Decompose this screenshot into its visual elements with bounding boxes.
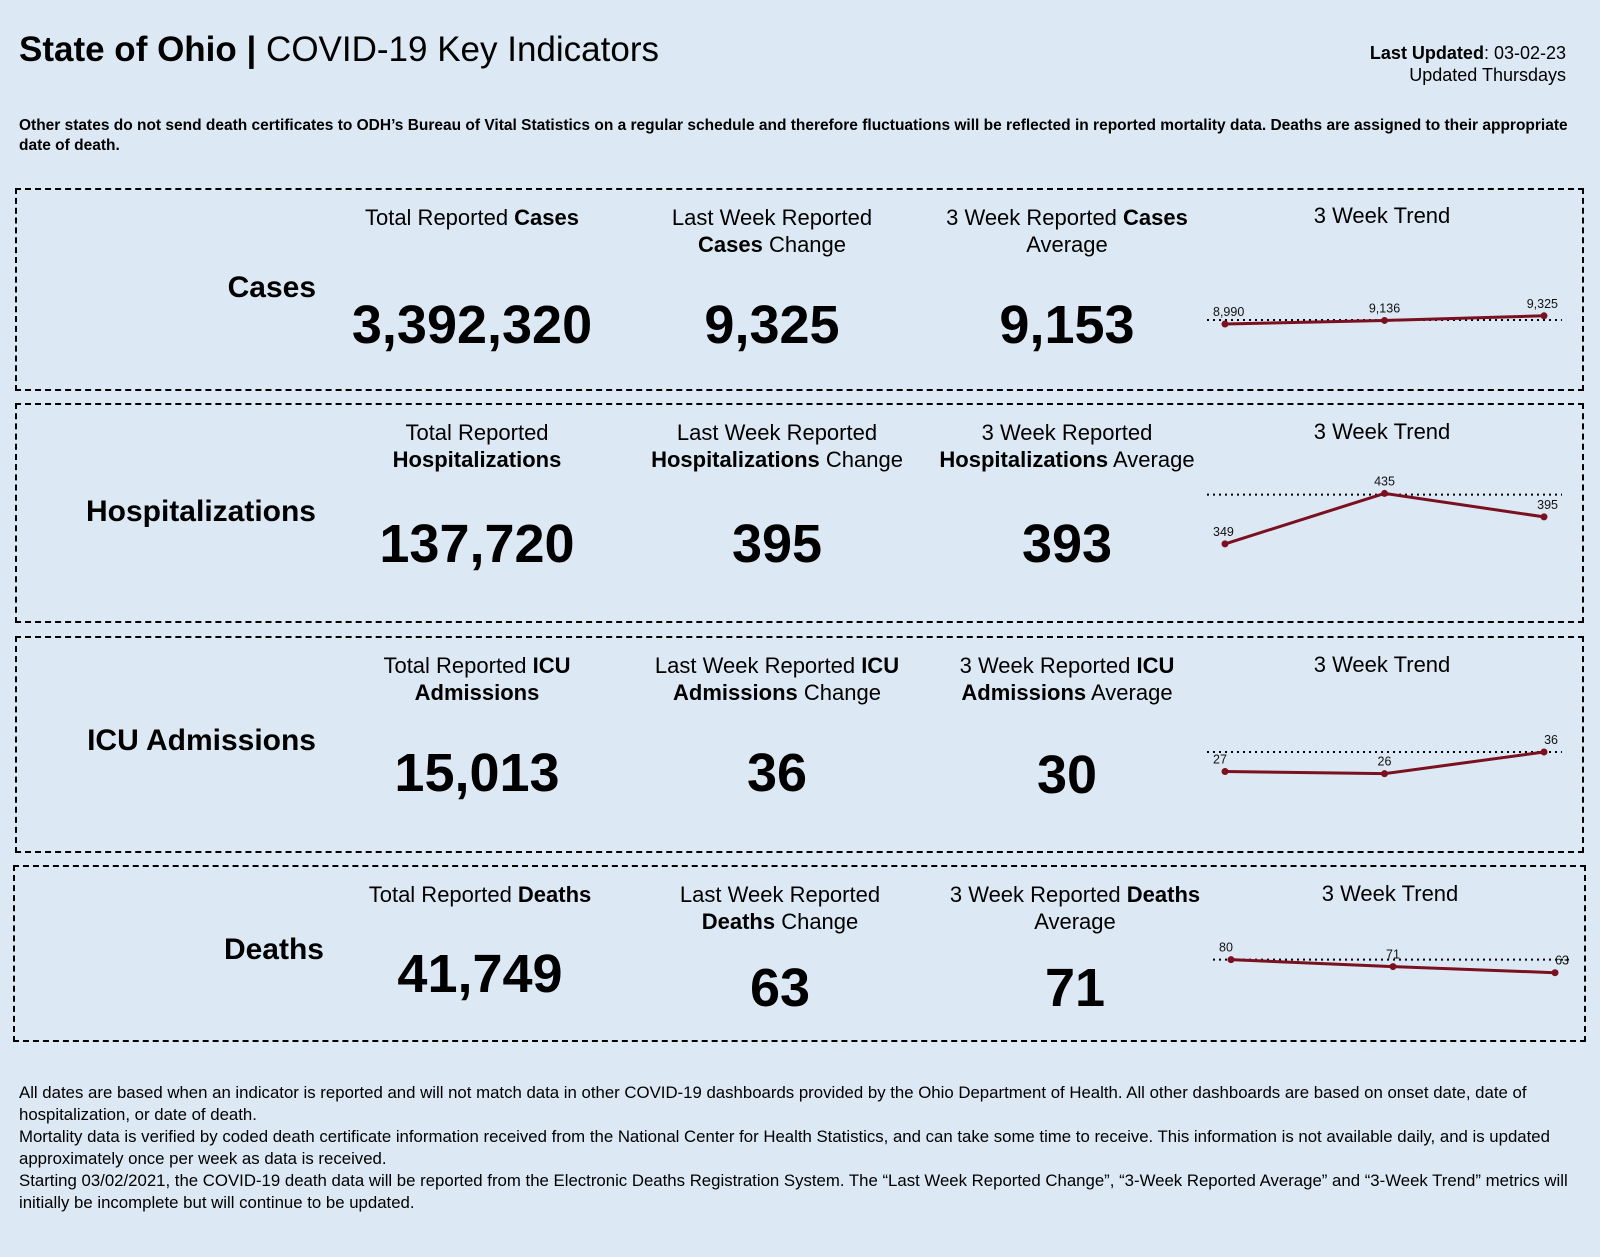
cases-row-label: Cases (227, 271, 316, 304)
deaths-change-value: 63 (749, 958, 811, 1018)
last-updated: Last Updated: 03-02-23 Updated Thursdays (1370, 42, 1566, 86)
cases-trend-chart: 8,990 9,136 9,325 (1207, 240, 1562, 383)
hospitalizations-change-value: 395 (731, 514, 823, 574)
icu-trend-svg: 27 26 36 (1207, 733, 1562, 778)
icu-total-header: Total Reported ICU Admissions (383, 653, 571, 705)
hosp-point-3 (1540, 513, 1548, 521)
deaths-trend-header: 3 Week Trend (1321, 881, 1459, 906)
hospitalizations-panel: Hospitalizations Total Reported Hospital… (15, 403, 1584, 623)
last-updated-value: : 03-02-23 (1483, 43, 1566, 63)
hospitalizations-total-header: Total Reported Hospitalizations (392, 420, 562, 472)
footer-note-1: All dates are based when an indicator is… (19, 1083, 1527, 1124)
hospitalizations-row-label: Hospitalizations (85, 495, 316, 528)
icu-row-label: ICU Admissions (87, 724, 316, 757)
cases-total-header: Total Reported Cases (364, 205, 580, 230)
hosp-series-line (1224, 491, 1545, 546)
header: State of Ohio | COVID-19 Key Indicators … (19, 28, 1579, 98)
update-schedule: Updated Thursdays (1409, 65, 1566, 85)
hospitalizations-change-header: Last Week Reported Hospitalizations Chan… (651, 420, 903, 472)
title-separator: | (246, 30, 257, 69)
deaths-label-3: 63 (1555, 954, 1569, 968)
footer-note-2: Mortality data is verified by coded deat… (19, 1127, 1550, 1168)
icu-panel: ICU Admissions Total Reported ICU Admiss… (15, 636, 1584, 853)
cases-label-1: 8,990 (1213, 305, 1244, 319)
deaths-point-3 (1551, 969, 1559, 977)
icu-total-value: 15,013 (394, 743, 560, 803)
cases-point-2 (1381, 316, 1388, 324)
deaths-point-2 (1389, 963, 1397, 971)
deaths-point-1 (1227, 956, 1235, 964)
hosp-point-2 (1381, 489, 1388, 497)
deaths-label-1: 80 (1219, 941, 1233, 955)
page-title: State of Ohio | COVID-19 Key Indicators (19, 28, 1579, 72)
cases-average-header: 3 Week Reported Cases Average (946, 205, 1188, 257)
deaths-label-2: 71 (1386, 948, 1400, 962)
hospitalizations-trend-svg: 349 435 395 (1207, 474, 1562, 548)
icu-trend-chart: 27 26 36 (1207, 690, 1562, 840)
cases-trend-header: 3 Week Trend (1313, 203, 1451, 228)
hosp-label-3: 395 (1537, 498, 1558, 512)
deaths-total-value: 41,749 (397, 944, 563, 1004)
cases-trend-svg: 8,990 9,136 9,325 (1207, 297, 1562, 328)
icu-average-header: 3 Week Reported ICU Admissions Average (959, 653, 1175, 705)
deaths-trend-svg: 80 71 63 (1213, 941, 1573, 977)
title-state: State of Ohio (19, 30, 237, 69)
cases-label-2: 9,136 (1369, 301, 1400, 315)
icu-label-1: 27 (1213, 753, 1227, 767)
footer-notes: All dates are based when an indicator is… (19, 1082, 1584, 1214)
hospitalizations-trend-chart: 349 435 395 (1207, 457, 1562, 612)
last-updated-label: Last Updated (1369, 43, 1484, 63)
hospitalizations-total-value: 137,720 (379, 514, 575, 574)
icu-point-2 (1381, 770, 1388, 778)
cases-panel: Cases Total Reported Cases 3,392,320 Las… (15, 188, 1584, 391)
cases-change-value: 9,325 (704, 295, 840, 355)
hospitalizations-average-header: 3 Week Reported Hospitalizations Average (939, 420, 1195, 472)
hospitalizations-average-value: 393 (1021, 514, 1113, 574)
icu-point-3 (1540, 748, 1548, 756)
deaths-trend-chart: 80 71 63 (1213, 919, 1573, 1031)
icu-point-1 (1221, 768, 1229, 775)
cases-point-3 (1540, 312, 1548, 320)
icu-change-value: 36 (746, 743, 808, 803)
cases-point-1 (1221, 320, 1229, 328)
mortality-note: Other states do not send death certifica… (19, 117, 1568, 154)
hospitalizations-trend-header: 3 Week Trend (1313, 419, 1451, 444)
deaths-total-header: Total Reported Deaths (368, 882, 592, 907)
footer-note-3: Starting 03/02/2021, the COVID-19 death … (19, 1171, 1568, 1212)
cases-total-value: 3,392,320 (351, 295, 593, 355)
deaths-average-header: 3 Week Reported Deaths Average (949, 882, 1201, 934)
hosp-label-1: 349 (1213, 525, 1234, 539)
cases-average-value: 9,153 (999, 295, 1135, 355)
hosp-label-2: 435 (1374, 474, 1395, 488)
deaths-panel: Deaths Total Reported Deaths 41,749 Last… (13, 865, 1586, 1042)
icu-average-value: 30 (1036, 745, 1098, 805)
deaths-change-header: Last Week Reported Deaths Change (679, 882, 881, 934)
icu-label-2: 26 (1378, 755, 1392, 769)
hosp-point-1 (1221, 540, 1229, 548)
icu-label-3: 36 (1544, 733, 1558, 747)
cases-label-3: 9,325 (1527, 297, 1558, 311)
icu-change-header: Last Week Reported ICU Admissions Change (654, 653, 900, 705)
icu-trend-header: 3 Week Trend (1313, 652, 1451, 677)
cases-change-header: Last Week Reported Cases Change (671, 205, 873, 257)
title-rest: COVID-19 Key Indicators (266, 30, 659, 69)
deaths-average-value: 71 (1044, 958, 1106, 1018)
deaths-row-label: Deaths (223, 933, 324, 966)
